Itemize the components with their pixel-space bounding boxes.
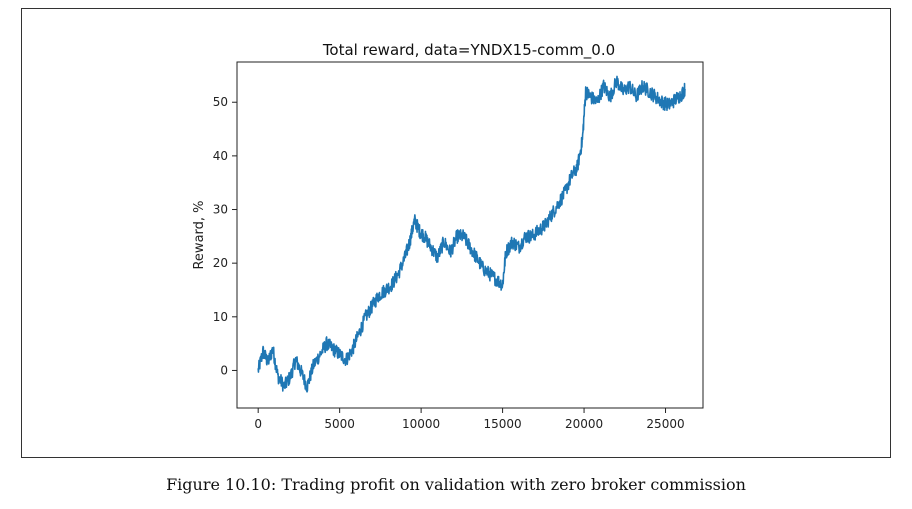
y-tick-label: 40	[213, 149, 228, 163]
series-line-0	[257, 75, 686, 393]
x-axis: 0 5000 10000 15000 20000 25000	[254, 408, 685, 431]
figure-caption: Figure 10.10: Trading profit on validati…	[166, 475, 746, 494]
y-axis: 0 10 20 30 40 50	[213, 95, 237, 377]
y-tick-label: 50	[213, 95, 228, 109]
x-tick-label: 20000	[565, 417, 603, 431]
x-tick-label: 10000	[402, 417, 440, 431]
y-tick-label: 10	[213, 310, 228, 324]
plot-area	[236, 61, 704, 409]
x-tick-label: 15000	[483, 417, 521, 431]
y-tick-label: 0	[220, 363, 228, 377]
y-axis-title: Reward, %	[192, 200, 207, 269]
y-tick-label: 20	[213, 256, 228, 270]
y-tick-label: 30	[213, 203, 228, 217]
chart-title: Total reward, data=YNDX15-comm_0.0	[322, 41, 615, 60]
x-tick-label: 0	[254, 417, 262, 431]
x-tick-label: 5000	[324, 417, 355, 431]
series-layer	[257, 75, 686, 393]
x-tick-label: 25000	[646, 417, 684, 431]
